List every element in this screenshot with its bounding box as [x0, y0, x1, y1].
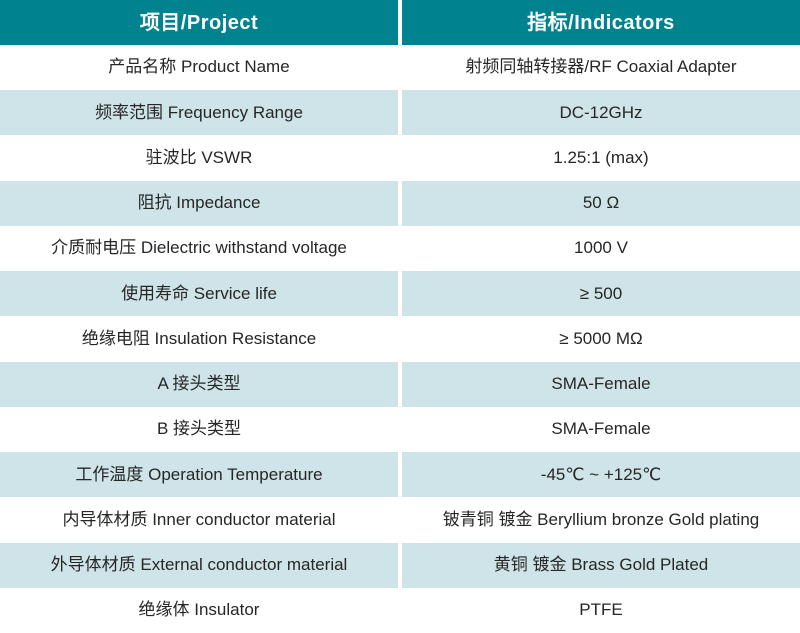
column-header-indicators: 指标/Indicators [402, 0, 800, 45]
table-row: 驻波比 VSWR 1.25:1 (max) [0, 135, 800, 181]
row-label: 内导体材质 Inner conductor material [62, 509, 336, 529]
row-value: -45℃ ~ +125℃ [402, 452, 800, 498]
row-value: 50 Ω [402, 180, 800, 226]
table-row: 介质耐电压 Dielectric withstand voltage 1000 … [0, 225, 800, 272]
row-value: 1.25:1 (max) [553, 147, 649, 167]
row-value: SMA-Female [402, 361, 800, 407]
table-row: 频率范围 Frequency Range DC-12GHz [0, 90, 800, 136]
table-row: 工作温度 Operation Temperature -45℃ ~ +125℃ [0, 452, 800, 498]
row-label: A 接头类型 [0, 361, 398, 407]
table-row: 产品名称 Product Name 射频同轴转接器/RF Coaxial Ada… [0, 45, 800, 91]
table-row: 内导体材质 Inner conductor material 铍青铜 镀金 Be… [0, 497, 800, 543]
row-value: ≥ 500 [402, 271, 800, 317]
table-row: 外导体材质 External conductor material 黄铜 镀金 … [0, 542, 800, 588]
row-value: ≥ 5000 MΩ [559, 328, 643, 348]
table-row: B 接头类型 SMA-Female [0, 406, 800, 453]
row-label: 产品名称 Product Name [108, 57, 290, 77]
table-header-row: 项目/Project 指标/Indicators [0, 0, 800, 45]
row-label: 驻波比 VSWR [145, 147, 253, 167]
row-value: 1000 V [574, 238, 628, 258]
table-row: 阻抗 Impedance 50 Ω [0, 180, 800, 226]
row-label: 介质耐电压 Dielectric withstand voltage [51, 238, 347, 258]
row-value: SMA-Female [551, 419, 651, 439]
row-value: 射频同轴转接器/RF Coaxial Adapter [465, 57, 737, 77]
row-value: 铍青铜 镀金 Beryllium bronze Gold plating [442, 509, 760, 529]
row-label: 工作温度 Operation Temperature [0, 452, 398, 498]
row-label: B 接头类型 [156, 419, 242, 439]
row-label: 频率范围 Frequency Range [0, 90, 398, 136]
table-row: A 接头类型 SMA-Female [0, 361, 800, 407]
table-row: 绝缘电阻 Insulation Resistance ≥ 5000 MΩ [0, 316, 800, 362]
row-label: 使用寿命 Service life [0, 271, 398, 317]
row-value: PTFE [579, 600, 623, 620]
row-label: 阻抗 Impedance [0, 180, 398, 226]
row-label: 外导体材质 External conductor material [0, 542, 398, 588]
table-row: 使用寿命 Service life ≥ 500 [0, 271, 800, 317]
row-label: 绝缘电阻 Insulation Resistance [81, 328, 317, 348]
row-value: 黄铜 镀金 Brass Gold Plated [402, 542, 800, 588]
row-value: DC-12GHz [402, 90, 800, 136]
column-header-project: 项目/Project [0, 0, 398, 45]
row-label: 绝缘体 Insulator [138, 600, 260, 620]
table-row: 绝缘体 Insulator PTFE [0, 587, 800, 633]
